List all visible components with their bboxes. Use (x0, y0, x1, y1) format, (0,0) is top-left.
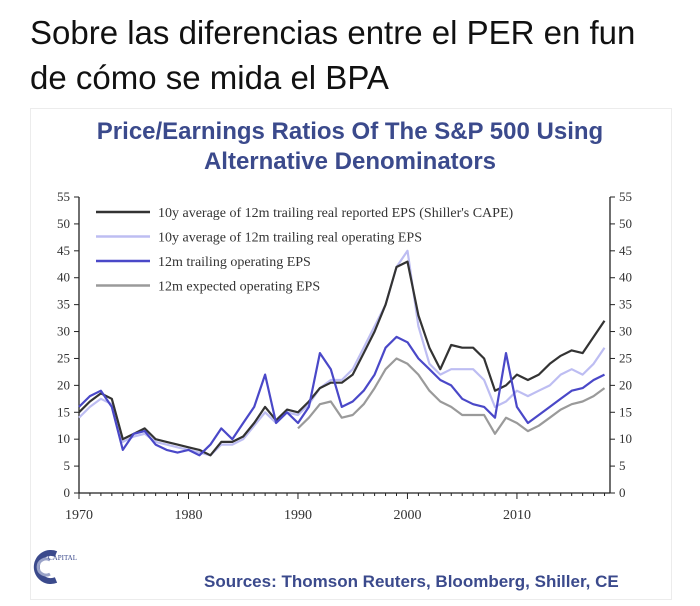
y-tick-label-right: 5 (619, 458, 626, 473)
legend-label-4: 12m expected operating EPS (158, 280, 320, 295)
legend-label-3: 12m trailing operating EPS (158, 255, 311, 270)
y-tick-label-left: 20 (57, 377, 70, 392)
chart-title-line-2: Alternative Denominators (203, 148, 497, 175)
legend-label-2: 10y average of 12m trailing real operati… (158, 231, 422, 246)
y-tick-label-right: 30 (619, 324, 632, 339)
y-tick-label-left: 5 (64, 458, 71, 473)
y-tick-label-left: 25 (57, 350, 70, 365)
x-tick-label: 2000 (393, 508, 421, 523)
page-heading: Sobre las diferencias entre el PER en fu… (30, 10, 700, 100)
x-tick-label: 1970 (65, 508, 93, 523)
chart-title-line-1: Price/Earnings Ratios Of The S&P 500 Usi… (96, 118, 604, 145)
y-tick-label-left: 40 (57, 270, 70, 285)
y-tick-label-right: 55 (619, 189, 632, 204)
series-line-3 (78, 335, 605, 457)
y-tick-label-left: 50 (57, 216, 70, 231)
y-tick-label-left: 30 (57, 324, 70, 339)
page-heading-line-2: de cómo se mida el BPA (30, 59, 389, 96)
y-tick-label-left: 0 (64, 485, 71, 500)
page-heading-line-1: Sobre las diferencias entre el PER en fu… (30, 14, 636, 51)
y-tick-label-right: 45 (619, 243, 632, 258)
y-tick-label-right: 10 (619, 431, 632, 446)
logo-text: CAPITAL (48, 554, 77, 562)
chart-series-lines (78, 249, 606, 457)
x-tick-label: 1980 (174, 508, 202, 523)
series-line-4 (297, 357, 606, 435)
y-tick-label-left: 35 (57, 297, 70, 312)
x-tick-label: 1990 (284, 508, 312, 523)
y-tick-label-right: 25 (619, 350, 632, 365)
x-tick-label: 2010 (503, 508, 531, 523)
y-tick-label-right: 20 (619, 377, 632, 392)
capital-logo (33, 550, 58, 584)
chart-source: Sources: Thomson Reuters, Bloomberg, Shi… (204, 572, 619, 591)
y-tick-label-left: 55 (57, 189, 70, 204)
y-tick-label-left: 10 (57, 431, 70, 446)
y-tick-label-right: 0 (619, 485, 626, 500)
y-tick-label-right: 35 (619, 297, 632, 312)
y-tick-label-right: 50 (619, 216, 632, 231)
y-tick-label-left: 45 (57, 243, 70, 258)
series-line-2 (78, 249, 606, 457)
y-tick-label-right: 40 (619, 270, 632, 285)
y-tick-label-left: 15 (57, 404, 70, 419)
chart-legend: 10y average of 12m trailing real reporte… (96, 206, 513, 295)
legend-label-1: 10y average of 12m trailing real reporte… (158, 206, 513, 221)
series-line-1 (78, 260, 606, 457)
y-tick-label-right: 15 (619, 404, 632, 419)
